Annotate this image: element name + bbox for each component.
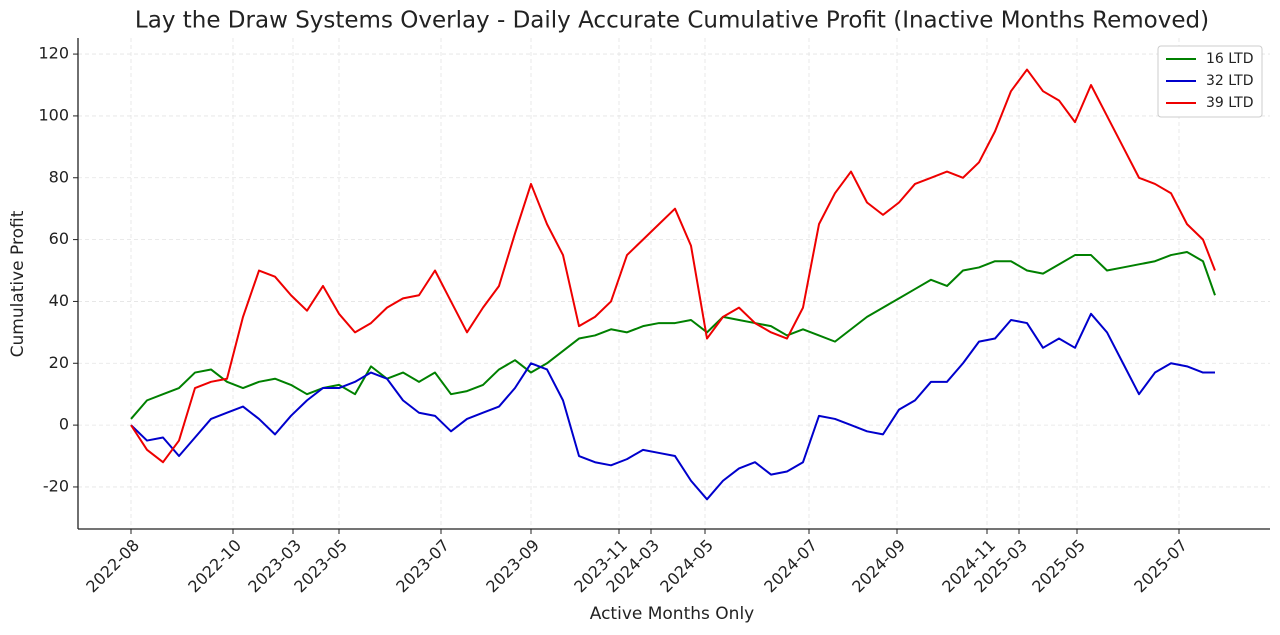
legend-label: 32 LTD: [1206, 73, 1253, 89]
x-tick-label: 2025-05: [1028, 536, 1089, 597]
y-tick-label: -20: [43, 476, 69, 495]
x-tick-label: 2022-10: [184, 536, 245, 597]
y-axis-label: Cumulative Profit: [8, 210, 28, 357]
x-tick-label: 2022-08: [82, 536, 143, 597]
legend-label: 16 LTD: [1206, 51, 1253, 67]
y-tick-label: 100: [38, 105, 69, 124]
series-line: [130, 68, 1216, 464]
legend: 16 LTD 32 LTD 39 LTD: [1157, 45, 1263, 118]
legend-label: 39 LTD: [1206, 95, 1253, 111]
series-line: [130, 250, 1216, 420]
y-tick-label: 80: [49, 167, 69, 186]
y-tick-label: 0: [59, 415, 69, 434]
y-tick-label: 20: [49, 353, 69, 372]
x-axis-label: Active Months Only: [590, 604, 754, 624]
x-tick-label: 2025-07: [1130, 536, 1191, 597]
x-tick-label: 2024-07: [760, 536, 821, 597]
chart-title: Lay the Draw Systems Overlay - Daily Acc…: [135, 8, 1209, 34]
x-tick-label: 2023-07: [392, 536, 453, 597]
y-tick-label: 60: [49, 229, 69, 248]
x-tick-label: 2024-05: [656, 536, 717, 597]
x-tick-label: 2024-09: [848, 536, 909, 597]
x-tick-label: 2023-09: [482, 536, 543, 597]
y-tick-label: 40: [49, 291, 69, 310]
y-tick-label: 120: [38, 44, 69, 63]
legend-box: [1157, 45, 1263, 118]
series-line: [130, 312, 1215, 501]
